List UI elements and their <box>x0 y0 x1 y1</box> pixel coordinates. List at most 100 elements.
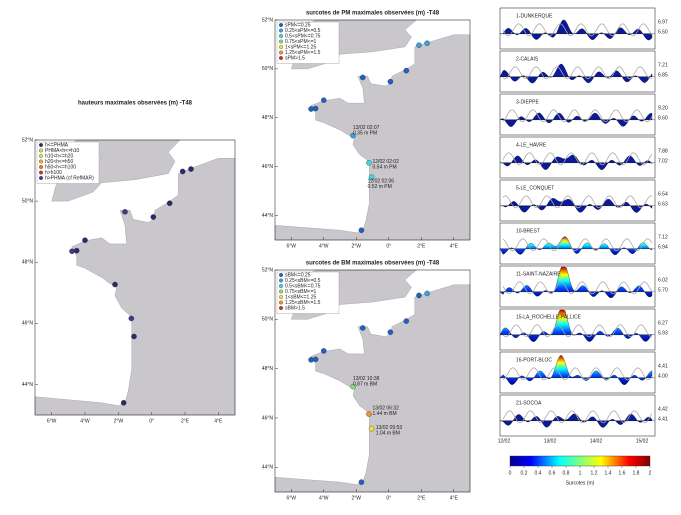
lat-label: 52°N <box>22 137 34 143</box>
station <box>69 248 75 254</box>
station <box>122 209 128 215</box>
max-value: 6.27 <box>658 320 668 326</box>
annotation: 0.52 m PM <box>368 184 392 190</box>
station-name: 1-DUNKERQUE <box>516 13 553 19</box>
legend-box <box>276 21 340 64</box>
annotation: 12/02 02:06 <box>368 179 395 185</box>
annotation: 12/02 02:02 <box>373 159 400 165</box>
legend-label: 1.25<sBM<=1.5 <box>285 300 321 306</box>
max-value: 4.42 <box>658 406 668 412</box>
station-name: 15-LA_ROCHELLE-PALLICE <box>516 314 582 320</box>
legend-dot <box>39 176 43 180</box>
station <box>387 329 394 335</box>
max-value: 9.20 <box>658 105 668 111</box>
colorbar-tick-label: 0 <box>509 470 512 476</box>
station-name: 5-LE_CONQUET <box>516 185 554 191</box>
lon-label: 0° <box>386 243 391 249</box>
map-frame <box>274 19 471 241</box>
surge-area <box>499 198 653 213</box>
lon-label: 4°W <box>319 495 329 501</box>
legend-dot <box>39 148 43 153</box>
legend-label: h50<h<=h100 <box>45 164 76 170</box>
station <box>320 97 327 103</box>
station <box>73 247 80 254</box>
surge-area <box>499 355 653 385</box>
legend-dot <box>39 159 43 164</box>
map-title: hauteurs maximales observées (m) -T48 <box>78 101 193 107</box>
land <box>274 284 471 493</box>
panel <box>499 179 656 222</box>
legend-dot <box>279 306 283 310</box>
legend-label: 0.75<sBM<=1 <box>285 289 316 295</box>
station <box>128 315 135 322</box>
lat-label: 44°N <box>22 382 34 388</box>
colorbar-tick-label: 0.8 <box>563 470 570 476</box>
legend-dot <box>279 28 283 33</box>
station <box>416 292 422 299</box>
legend-dot <box>279 284 283 288</box>
lat-label: 50°N <box>262 317 274 323</box>
station <box>358 227 365 233</box>
station <box>424 40 430 46</box>
colorbar-tick-label: 1.4 <box>605 470 612 476</box>
station <box>416 42 422 48</box>
legend-dot <box>279 50 283 55</box>
annotation: 1.44 m BM <box>373 411 397 417</box>
lon-label: 2°W <box>352 243 362 249</box>
x-tick-label: 15/02 <box>636 438 649 444</box>
colorbar-tick-label: 1.8 <box>633 470 640 476</box>
lat-label: 52°N <box>262 267 274 273</box>
max-value: 6.54 <box>658 191 668 197</box>
lat-label: 46°N <box>22 321 34 327</box>
lon-label: 4°W <box>80 418 90 424</box>
station-name: 2-CALAIS <box>516 56 539 62</box>
legend-dot <box>279 23 283 27</box>
legend-label: 0.25<sPM<=0.5 <box>285 28 321 34</box>
station <box>368 425 375 432</box>
station <box>120 400 127 406</box>
legend-label: sPM>1.5 <box>285 55 305 61</box>
max-value: 7.88 <box>658 148 668 154</box>
annotation: 13/02 10:38 <box>353 376 380 382</box>
station-name: 16-PORT-BLOC <box>516 357 552 363</box>
legend-dot <box>279 289 283 294</box>
station <box>366 411 372 417</box>
colorbar-tick-label: 1.2 <box>591 470 598 476</box>
station-name: 10-BREST <box>516 228 540 234</box>
min-value: 6.85 <box>658 72 668 78</box>
station <box>112 281 118 288</box>
min-value: 4.41 <box>658 416 668 422</box>
legend-dot <box>279 295 283 299</box>
station-name: 3-DIEPPE <box>516 99 539 105</box>
legend-dot <box>279 278 283 283</box>
land <box>34 158 236 416</box>
lon-label: 4°E <box>450 495 459 501</box>
legend-label: PHMA<h<=h10 <box>45 148 80 154</box>
station <box>359 74 366 81</box>
panel <box>499 394 656 437</box>
colorbar-tick-label: 0.4 <box>535 470 542 476</box>
station <box>366 160 372 166</box>
min-value: 5.70 <box>658 287 668 293</box>
lon-label: 4°E <box>450 243 459 249</box>
panel <box>499 222 656 265</box>
station <box>424 290 430 297</box>
lon-label: 2°E <box>417 243 426 249</box>
colorbar-tick-label: 0.6 <box>549 470 556 476</box>
station <box>350 132 356 139</box>
colorbar <box>509 455 651 467</box>
station <box>350 383 356 390</box>
station-name: 4-LE_HAVRE <box>516 142 547 148</box>
station <box>179 168 186 175</box>
colorbar-tick-label: 1 <box>579 470 582 476</box>
legend-label: 1.25<sPM<=1.5 <box>285 50 321 56</box>
lon-label: 2°E <box>181 418 190 424</box>
tide-curve <box>502 367 653 381</box>
map-title: surcotes de BM maximales observées (m) -… <box>306 261 440 267</box>
legend-dot <box>279 300 283 305</box>
surge-area <box>499 154 653 170</box>
legend-label: h<=PHMA <box>45 142 69 148</box>
legend-dot <box>279 34 283 38</box>
annotation: 13/02 09:53 <box>376 425 403 431</box>
station <box>368 174 375 180</box>
